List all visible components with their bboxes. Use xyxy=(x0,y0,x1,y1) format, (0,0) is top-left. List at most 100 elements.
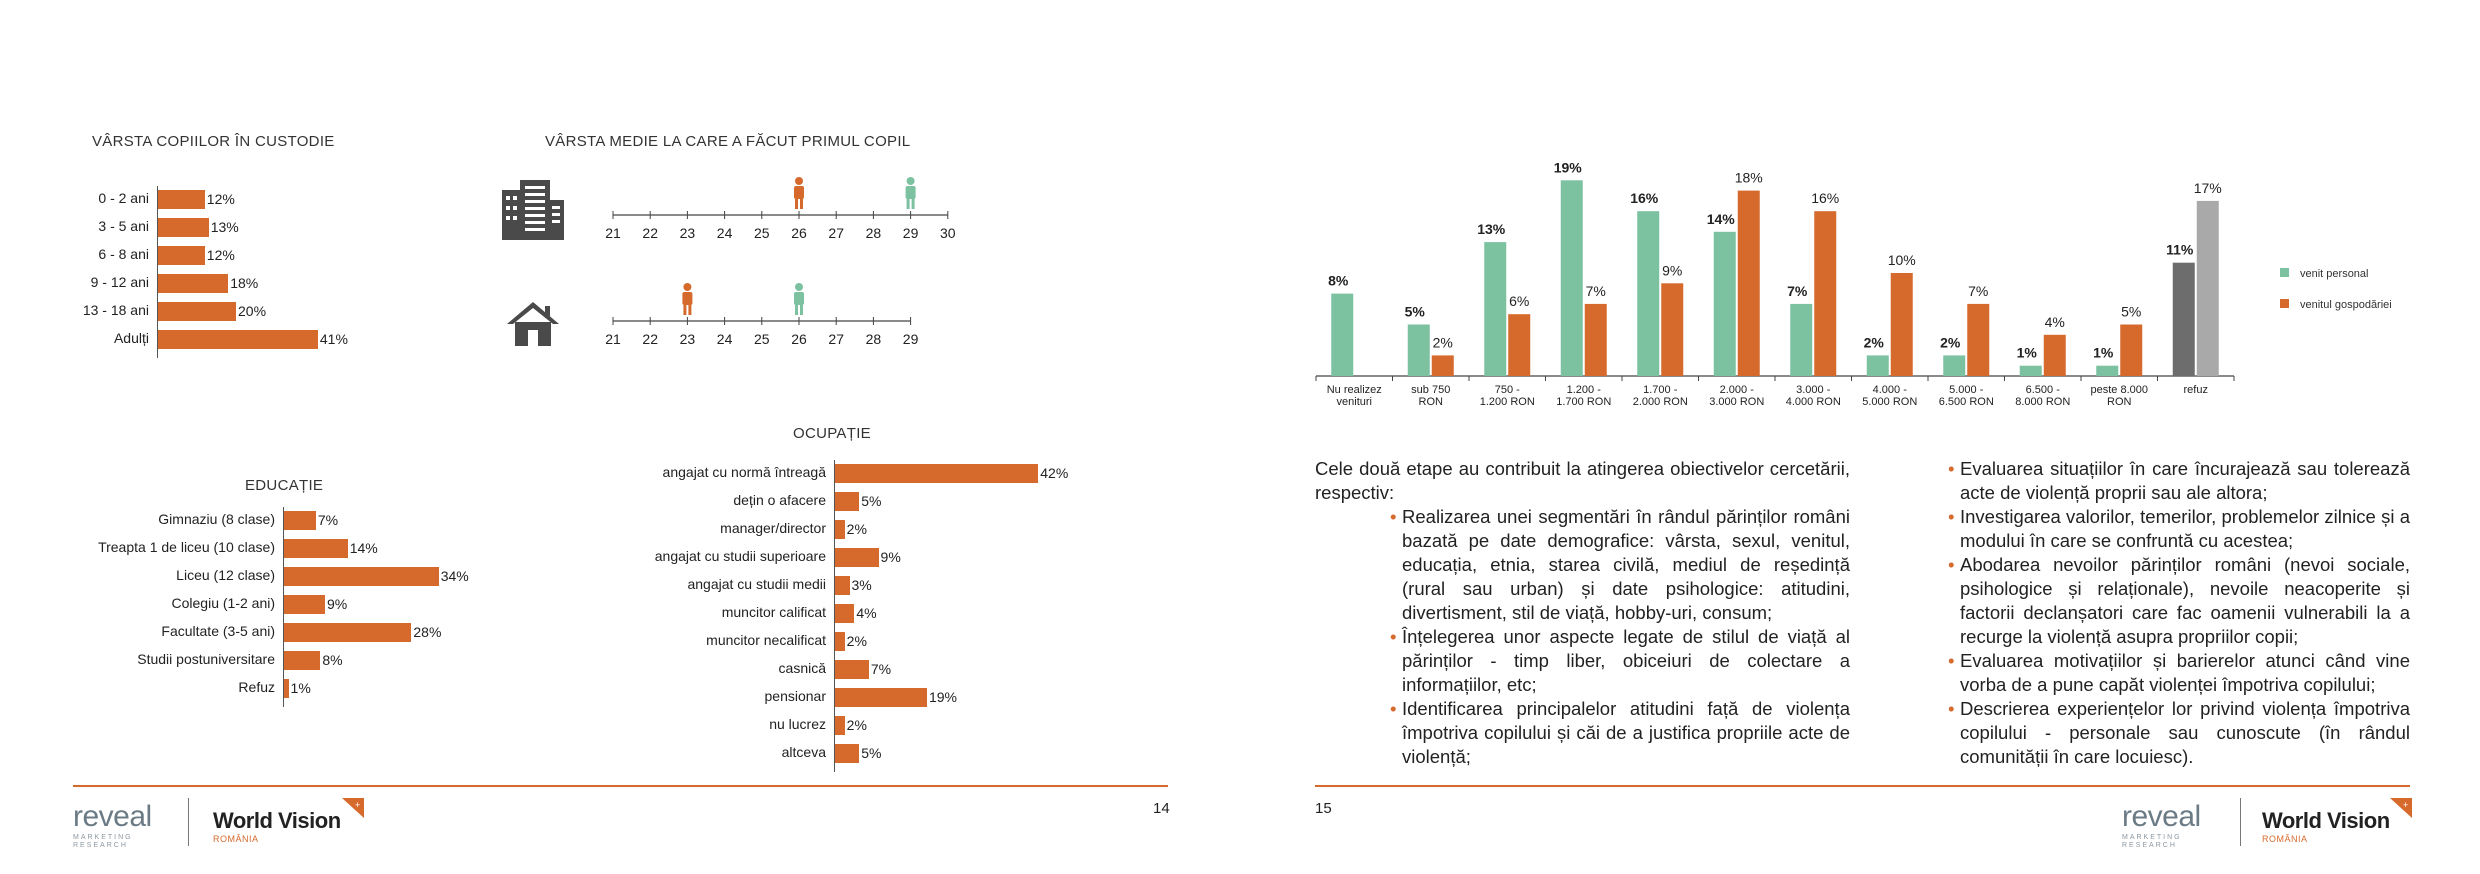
house-icon xyxy=(505,300,561,353)
category-label-line: 5.000 - xyxy=(1949,384,1984,396)
category-label-line: 6.500 - xyxy=(2026,384,2061,396)
data-label-venit-personal: 5% xyxy=(1405,304,1426,320)
bar-label: 6 - 8 ani xyxy=(98,246,149,262)
bar-value-label: 14% xyxy=(349,540,378,556)
custody-chart-title: VÂRSTA COPIILOR ÎN CUSTODIE xyxy=(92,133,335,150)
bar-venitul-gospodariei xyxy=(1737,190,1760,376)
bar-label: muncitor necalificat xyxy=(706,632,826,648)
reveal-logo-right: reveal MARKETING RESEARCH xyxy=(2122,800,2201,850)
legend-swatch xyxy=(2280,268,2289,277)
category-label: 3.000 -4.000 RON xyxy=(1786,384,1841,408)
timeline-tick-label: 22 xyxy=(642,225,658,241)
bar-label: Colegiu (1-2 ani) xyxy=(171,595,276,611)
world-vision-logo-text: World Vision xyxy=(2262,808,2390,833)
category-label-line: RON xyxy=(1419,396,1444,408)
timeline-tick-label: 29 xyxy=(903,331,919,347)
bar-value-label: 2% xyxy=(846,521,867,537)
male-figure-icon-leg xyxy=(911,199,915,209)
bar-label: Adulți xyxy=(113,330,149,346)
female-figure-icon-body xyxy=(794,186,804,199)
category-label: 1.700 -2.000 RON xyxy=(1633,384,1688,408)
female-figure-icon xyxy=(682,283,693,315)
data-label-venit-personal: 8% xyxy=(1328,273,1349,289)
category-label-line: 2.000 - xyxy=(1720,384,1755,396)
bar-value-label: 13% xyxy=(210,219,239,235)
bar-venitul-gospodariei xyxy=(2196,200,2219,376)
timeline-tick-label: 26 xyxy=(791,331,807,347)
data-label-venit-personal: 14% xyxy=(1707,211,1736,227)
bullet-item: Abodarea nevoilor părinților români (nev… xyxy=(1948,553,2410,649)
bar-label: angajat cu studii medii xyxy=(687,576,826,592)
category-label: refuz xyxy=(2184,384,2208,396)
category-label-line: 1.200 RON xyxy=(1480,396,1535,408)
bar-value-label: 42% xyxy=(1040,465,1069,481)
bar-venitul-gospodariei xyxy=(2043,334,2066,376)
timeline-tick-label: 21 xyxy=(605,225,621,241)
world-vision-star-icon: + xyxy=(2390,798,2412,823)
bar xyxy=(835,660,869,679)
timeline-tick-label: 30 xyxy=(940,225,956,241)
bullet-item: Identificarea principalelor atitudini fa… xyxy=(1390,697,1850,769)
data-label-venitul-gospodariei: 6% xyxy=(1509,293,1529,309)
bar xyxy=(835,464,1039,483)
bullet-item: Evaluarea motivațiilor și barierelor atu… xyxy=(1948,649,2410,697)
bar-label: casnică xyxy=(778,660,826,676)
bar xyxy=(835,688,927,707)
male-figure-icon-leg xyxy=(906,199,910,209)
category-label-line: 4.000 RON xyxy=(1786,396,1841,408)
female-figure-icon-leg xyxy=(688,305,692,315)
category-label-line: 8.000 RON xyxy=(2015,396,2070,408)
world-vision-country: ROMÂNIA xyxy=(213,834,259,844)
category-label: peste 8.000 RON xyxy=(2091,384,2149,408)
bar-value-label: 3% xyxy=(851,577,872,593)
category-label-line: sub 750 xyxy=(1411,384,1450,396)
female-figure-icon-body xyxy=(682,292,693,305)
female-figure-icon xyxy=(794,177,804,209)
category-label: 4.000 -5.000 RON xyxy=(1862,384,1917,408)
data-label-venitul-gospodariei: 4% xyxy=(2045,314,2065,330)
timeline-tick-label: 29 xyxy=(903,225,919,241)
bar xyxy=(158,274,229,293)
world-vision-country: ROMÂNIA xyxy=(2262,834,2308,844)
bar-venit-personal xyxy=(1331,293,1354,376)
timeline-tick-label: 28 xyxy=(866,331,882,347)
bar-venitul-gospodariei xyxy=(1431,355,1454,376)
legend-swatch xyxy=(2280,299,2289,308)
bar-value-label: 12% xyxy=(206,247,235,263)
bar xyxy=(284,567,439,586)
svg-text:+: + xyxy=(2403,800,2408,810)
bar xyxy=(284,511,316,530)
male-figure-icon xyxy=(905,177,916,209)
timeline-tick-label: 25 xyxy=(754,225,770,241)
bar xyxy=(835,632,845,651)
timeline-tick-label: 23 xyxy=(680,225,696,241)
data-label-venit-personal: 2% xyxy=(1940,334,1961,350)
data-label-venitul-gospodariei: 7% xyxy=(1968,283,1988,299)
bar-venitul-gospodariei xyxy=(1661,283,1684,376)
left-bullet-list: Realizarea unei segmentări în rândul păr… xyxy=(1390,505,1850,769)
category-label-line: 1.200 - xyxy=(1567,384,1602,396)
data-label-venit-personal: 2% xyxy=(1864,334,1885,350)
reveal-logo-text: reveal xyxy=(2122,800,2201,833)
male-figure-icon-leg xyxy=(800,305,803,315)
female-figure-icon-head xyxy=(683,283,692,291)
female-figure-icon-head xyxy=(795,177,803,185)
category-label-line: 2.000 RON xyxy=(1633,396,1688,408)
bar-value-label: 2% xyxy=(846,717,867,733)
category-label: Nu realizez venituri xyxy=(1327,384,1382,408)
timeline-tick-label: 23 xyxy=(680,331,696,347)
category-label-line: 5.000 RON xyxy=(1862,396,1917,408)
bar-label: Liceu (12 clase) xyxy=(176,567,275,583)
page-number-right: 15 xyxy=(1315,800,1332,817)
reveal-logo-sub1: MARKETING xyxy=(73,834,133,841)
bar-axis xyxy=(283,507,284,707)
bar-axis xyxy=(834,460,835,772)
male-figure-icon-head xyxy=(795,283,803,291)
bar-label: pensionar xyxy=(764,688,827,704)
bar-value-label: 4% xyxy=(856,605,877,621)
legend-label: venitul gospodăriei xyxy=(2300,299,2392,311)
intro-paragraph: Cele două etape au contribuit la atinger… xyxy=(1315,458,1850,503)
bar-label: manager/director xyxy=(720,520,826,536)
bar-value-label: 7% xyxy=(870,661,892,677)
reveal-logo-sub1: MARKETING xyxy=(2122,834,2182,841)
